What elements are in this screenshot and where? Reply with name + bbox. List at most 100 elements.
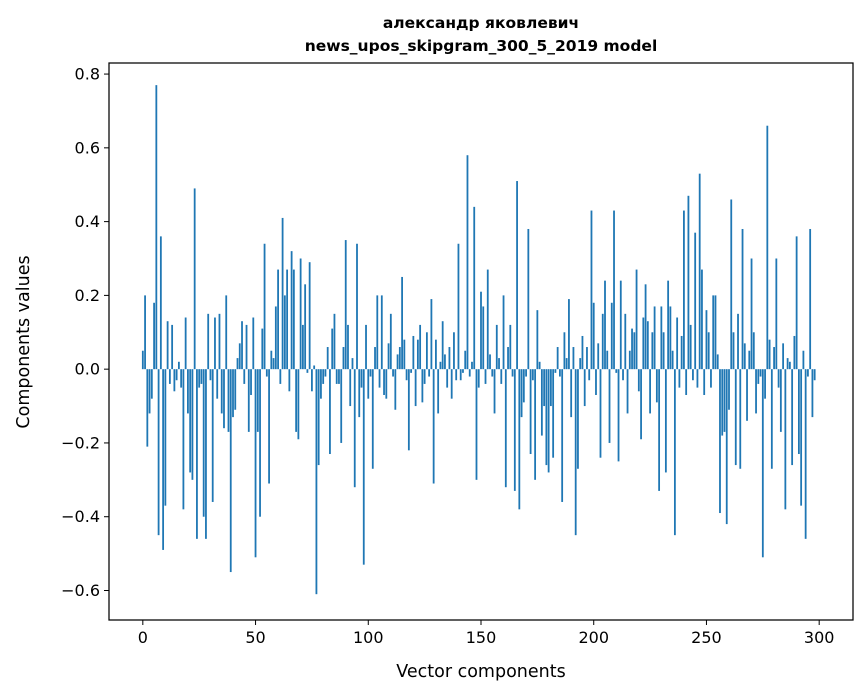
- bar: [193, 188, 196, 370]
- bar: [225, 295, 228, 370]
- bar-series: [141, 85, 816, 595]
- bar: [380, 295, 383, 370]
- bar: [628, 350, 631, 370]
- bar: [752, 332, 755, 370]
- bar: [182, 369, 185, 510]
- bar: [687, 195, 690, 370]
- bar: [473, 206, 476, 370]
- bar: [782, 343, 785, 370]
- bar: [507, 347, 509, 370]
- bar: [556, 347, 559, 370]
- y-tick-label: 0.4: [75, 212, 100, 231]
- bar: [669, 306, 672, 370]
- bar: [256, 369, 259, 432]
- bar: [387, 343, 390, 370]
- bar: [234, 369, 237, 410]
- bar: [642, 317, 645, 370]
- bar: [791, 369, 794, 466]
- bar: [196, 369, 198, 539]
- bar: [739, 369, 742, 469]
- bar: [811, 369, 814, 418]
- bar: [423, 369, 426, 384]
- bar: [597, 343, 600, 370]
- y-tick-label: 0.6: [75, 138, 100, 157]
- bar: [371, 369, 374, 469]
- bar: [378, 369, 381, 388]
- bar: [644, 284, 647, 370]
- bar: [480, 291, 482, 370]
- bar: [486, 269, 489, 370]
- bar: [651, 332, 654, 370]
- bar: [540, 369, 543, 436]
- bar: [509, 324, 512, 370]
- bar: [173, 369, 176, 392]
- bar: [793, 335, 796, 370]
- bar: [633, 332, 636, 370]
- bar: [462, 369, 464, 373]
- bar: [662, 332, 665, 370]
- bar: [565, 358, 568, 370]
- bar: [398, 347, 401, 370]
- bar: [626, 369, 629, 414]
- bar: [232, 369, 234, 418]
- x-tick-label: 250: [691, 628, 722, 647]
- bar: [198, 369, 201, 388]
- bar: [435, 339, 437, 370]
- bar: [705, 310, 708, 370]
- bar: [464, 350, 467, 370]
- bar: [547, 369, 550, 473]
- bar: [200, 369, 203, 384]
- bar: [245, 324, 248, 370]
- bar: [453, 332, 455, 370]
- bar: [529, 369, 532, 455]
- bar: [495, 324, 498, 370]
- bar: [236, 358, 239, 370]
- bar: [500, 369, 503, 384]
- bar: [504, 369, 507, 488]
- bar: [721, 369, 724, 436]
- bar: [743, 343, 746, 370]
- bar: [800, 369, 803, 506]
- bar: [667, 280, 670, 370]
- bar: [421, 369, 424, 403]
- bar: [340, 369, 343, 443]
- bar: [606, 350, 609, 370]
- bar: [405, 369, 408, 381]
- bar: [155, 85, 158, 370]
- bar: [229, 369, 232, 573]
- bar: [673, 369, 676, 536]
- bar: [148, 369, 151, 414]
- bar: [719, 369, 721, 514]
- y-tick-label: 0.8: [75, 65, 100, 84]
- bar: [358, 369, 361, 418]
- bar: [306, 369, 309, 373]
- bar: [701, 269, 703, 370]
- bar: [696, 369, 699, 388]
- bar: [320, 369, 322, 399]
- bar: [164, 369, 167, 506]
- bar: [732, 332, 735, 370]
- bar: [804, 369, 807, 539]
- bar: [374, 347, 376, 370]
- bar: [475, 369, 478, 480]
- bar: [211, 369, 214, 502]
- bar: [797, 369, 800, 455]
- bar: [428, 369, 431, 377]
- bar: [775, 258, 778, 370]
- bar: [342, 347, 345, 370]
- bar: [270, 350, 273, 370]
- bar: [786, 358, 789, 370]
- bar: [741, 228, 744, 370]
- bar: [678, 369, 681, 388]
- bar: [622, 369, 624, 381]
- bar: [184, 317, 187, 370]
- bar: [218, 313, 221, 370]
- y-tick-label: −0.6: [61, 581, 100, 600]
- bar: [554, 369, 557, 373]
- bar: [315, 369, 318, 595]
- bar: [525, 369, 527, 377]
- bar: [146, 369, 149, 447]
- bar: [689, 324, 692, 370]
- x-axis-ticks: 0 50 100 150 200 250 300: [138, 620, 834, 647]
- bar: [595, 369, 597, 395]
